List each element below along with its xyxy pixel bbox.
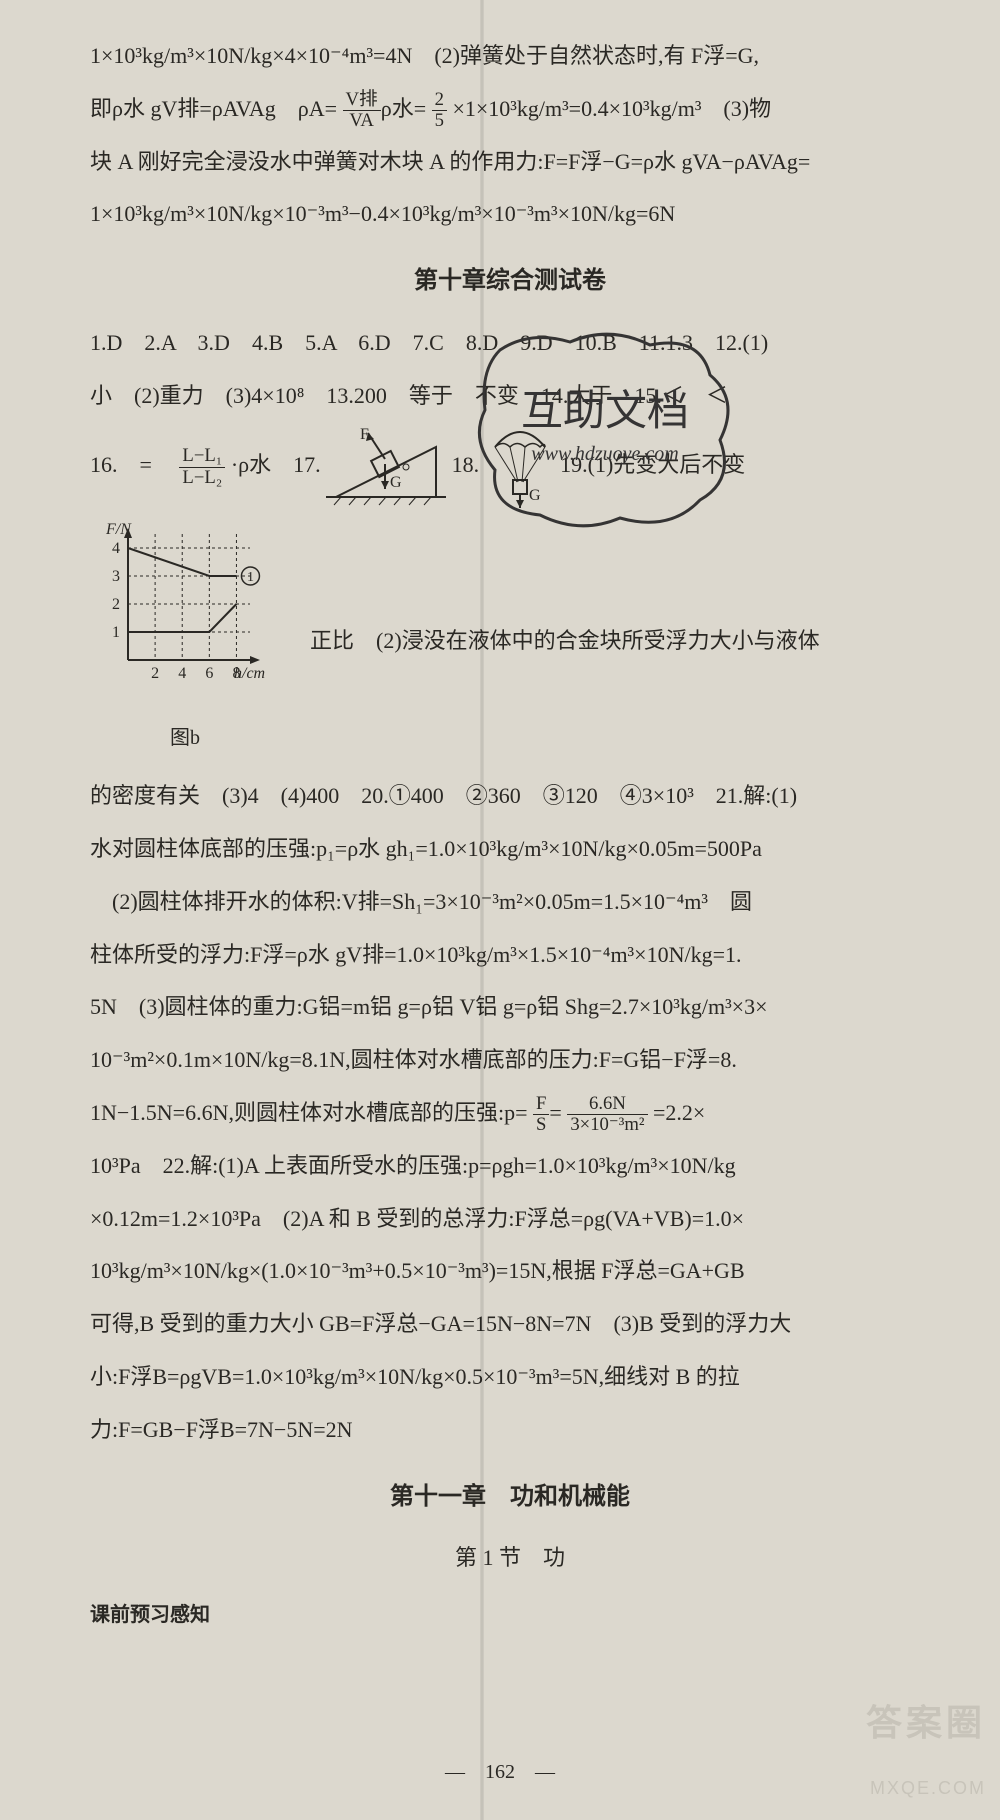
- text-line: 16. = L−L₁ L−L₂ ·ρ水 17. F G 18.: [90, 422, 930, 512]
- text-line: 1.D 2.A 3.D 4.B 5.A 6.D 7.C 8.D 9.D 10.B…: [90, 317, 930, 370]
- text-line: (2)圆柱体排开水的体积:V排=Sh₁=3×10⁻³m²×0.05m=1.5×1…: [90, 876, 930, 929]
- svg-text:2: 2: [151, 665, 159, 682]
- text-line: 柱体所受的浮力:F浮=ρ水 gV排=1.0×10³kg/m³×1.5×10⁻⁴m…: [90, 929, 930, 982]
- graph-b-container: 246812341F/Nh/cm 图b: [90, 520, 280, 762]
- page: 1×10³kg/m³×10N/kg×4×10⁻⁴m³=4N (2)弹簧处于自然状…: [0, 0, 1000, 1820]
- chapter-title: 第十一章 功和机械能: [90, 1469, 930, 1527]
- text: ×1×10³kg/m³=0.4×10³kg/m³ (3)物: [452, 96, 771, 121]
- numerator: V排: [343, 90, 381, 112]
- text-line: 1×10³kg/m³×10N/kg×4×10⁻⁴m³=4N (2)弹簧处于自然状…: [90, 30, 930, 83]
- text-line: 1×10³kg/m³×10N/kg×10⁻³m³−0.4×10³kg/m³×10…: [90, 188, 930, 241]
- svg-text:4: 4: [112, 540, 120, 557]
- text: 19.(1)先变大后不变: [560, 452, 745, 477]
- section-label: 课前预习感知: [90, 1591, 930, 1639]
- denominator: L−L₂: [179, 468, 225, 489]
- text-line: 10³kg/m³×10N/kg×(1.0×10⁻³m³+0.5×10⁻³m³)=…: [90, 1245, 930, 1298]
- denominator: S: [533, 1115, 549, 1136]
- svg-text:F/N: F/N: [105, 521, 132, 538]
- text-line: 10⁻³m²×0.1m×10N/kg=8.1N,圆柱体对水槽底部的压力:F=G铝…: [90, 1034, 930, 1087]
- label-G: G: [529, 487, 541, 504]
- denominator: 5: [432, 111, 447, 132]
- text: =2.2×: [653, 1100, 705, 1125]
- watermark-line2: MXQE.COM: [866, 1767, 986, 1810]
- denominator: 3×10⁻³m²: [567, 1115, 647, 1136]
- graph-row: 246812341F/Nh/cm 图b 正比 (2)浸没在液体中的合金块所受浮力…: [90, 520, 930, 762]
- corner-watermark: 答案圈 MXQE.COM: [866, 1680, 986, 1810]
- text-line: 可得,B 受到的重力大小 GB=F浮总−GA=15N−8N=7N (3)B 受到…: [90, 1298, 930, 1351]
- numerator: L−L₁: [179, 446, 225, 468]
- graph-caption: 图b: [90, 714, 280, 762]
- text: 18.: [452, 452, 480, 477]
- svg-text:6: 6: [205, 665, 213, 682]
- fraction: 2 5: [432, 90, 447, 132]
- text-line: 块 A 刚好完全浸没水中弹簧对木块 A 的作用力:F=F浮−G=ρ水 gVA−ρ…: [90, 136, 930, 189]
- section-subtitle: 第 1 节 功: [90, 1532, 930, 1585]
- svg-text:4: 4: [178, 665, 186, 682]
- text: 16. =: [90, 452, 174, 477]
- fraction: 6.6N 3×10⁻³m²: [567, 1094, 647, 1136]
- text-line: ×0.12m=1.2×10³Pa (2)A 和 B 受到的总浮力:F浮总=ρg(…: [90, 1193, 930, 1246]
- numerator: 2: [432, 90, 447, 112]
- label-G: G: [390, 474, 402, 491]
- figure-incline: F G: [326, 427, 446, 507]
- text-line: 10³Pa 22.解:(1)A 上表面所受水的压强:p=ρgh=1.0×10³k…: [90, 1140, 930, 1193]
- text: ·ρ水 17.: [231, 452, 321, 477]
- svg-text:h/cm: h/cm: [234, 665, 265, 682]
- svg-text:2: 2: [112, 596, 120, 613]
- text-line: 1N−1.5N=6.6N,则圆柱体对水槽底部的压强:p= F S = 6.6N …: [90, 1087, 930, 1140]
- text-line: 小:F浮B=ρgVB=1.0×10³kg/m³×10N/kg×0.5×10⁻³m…: [90, 1351, 930, 1404]
- text-line: 小 (2)重力 (3)4×10⁸ 13.200 等于 不变 14.大于 15.＜…: [90, 370, 930, 423]
- svg-text:1: 1: [112, 624, 120, 641]
- watermark-line1: 答案圈: [866, 1680, 986, 1766]
- page-number: — 162 —: [0, 1748, 1000, 1796]
- text-line: 的密度有关 (3)4 (4)400 20.①400 ②360 ③120 ④3×1…: [90, 770, 930, 823]
- fraction: L−L₁ L−L₂: [179, 446, 225, 488]
- numerator: F: [533, 1094, 549, 1116]
- text-line: 即ρ水 gV排=ρAVAg ρA= V排 VA ρ水= 2 5 ×1×10³kg…: [90, 83, 930, 136]
- fraction: F S: [533, 1094, 549, 1136]
- text-line: 5N (3)圆柱体的重力:G铝=m铝 g=ρ铝 V铝 g=ρ铝 Shg=2.7×…: [90, 981, 930, 1034]
- chapter-title: 第十章综合测试卷: [90, 253, 930, 311]
- figure-parachute: G: [485, 422, 555, 512]
- text-line: 正比 (2)浸没在液体中的合金块所受浮力大小与液体: [310, 615, 930, 668]
- fraction: V排 VA: [343, 90, 381, 132]
- svg-text:3: 3: [112, 568, 120, 585]
- label-F: F: [360, 427, 369, 443]
- text-line: 力:F=GB−F浮B=7N−5N=2N: [90, 1404, 930, 1457]
- text-line: 水对圆柱体底部的压强:p₁=ρ水 gh₁=1.0×10³kg/m³×10N/kg…: [90, 823, 930, 876]
- numerator: 6.6N: [567, 1094, 647, 1116]
- text: 1N−1.5N=6.6N,则圆柱体对水槽底部的压强:p=: [90, 1100, 528, 1125]
- graph-b: 246812341F/Nh/cm: [90, 520, 280, 690]
- text: 即ρ水 gV排=ρAVAg ρA=: [90, 96, 337, 121]
- denominator: VA: [343, 111, 381, 132]
- svg-text:1: 1: [247, 570, 254, 585]
